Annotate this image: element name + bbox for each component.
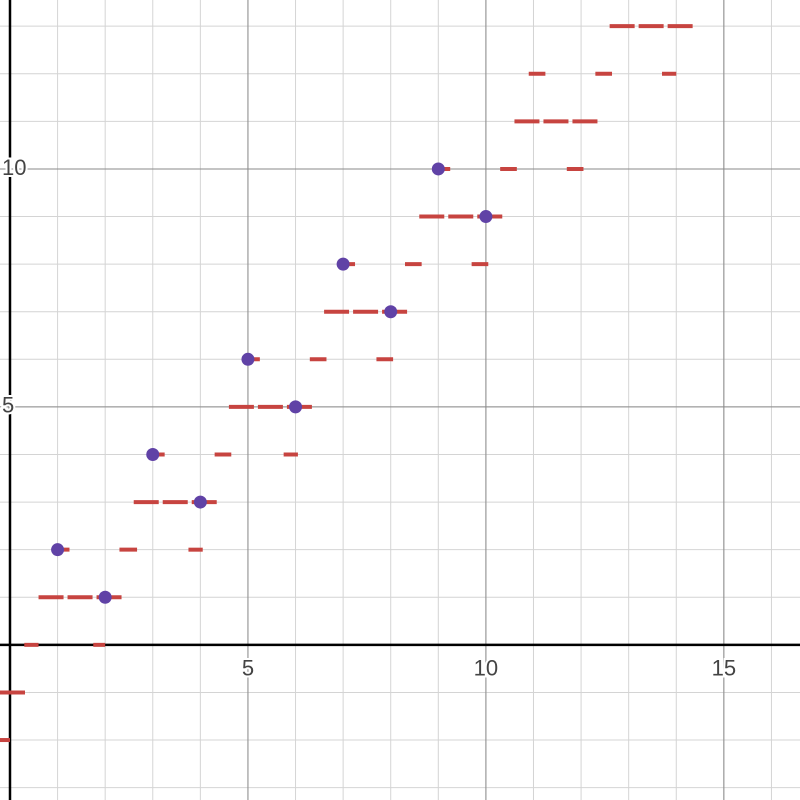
x-tick-label: 5 <box>242 656 254 681</box>
x-tick-label: 10 <box>474 656 498 681</box>
point <box>336 257 350 271</box>
point <box>146 447 160 461</box>
point <box>384 305 398 319</box>
point <box>241 352 255 366</box>
point <box>193 495 207 509</box>
labels: 5 10 15 5 10 <box>0 153 738 683</box>
marks <box>0 24 696 743</box>
y-tick-label: 5 <box>2 393 14 418</box>
point <box>51 543 65 557</box>
point <box>289 400 303 414</box>
y-tick-label: 10 <box>2 155 26 180</box>
point <box>98 590 112 604</box>
x-tick-label: 15 <box>712 656 736 681</box>
point <box>431 162 445 176</box>
point <box>479 210 493 224</box>
